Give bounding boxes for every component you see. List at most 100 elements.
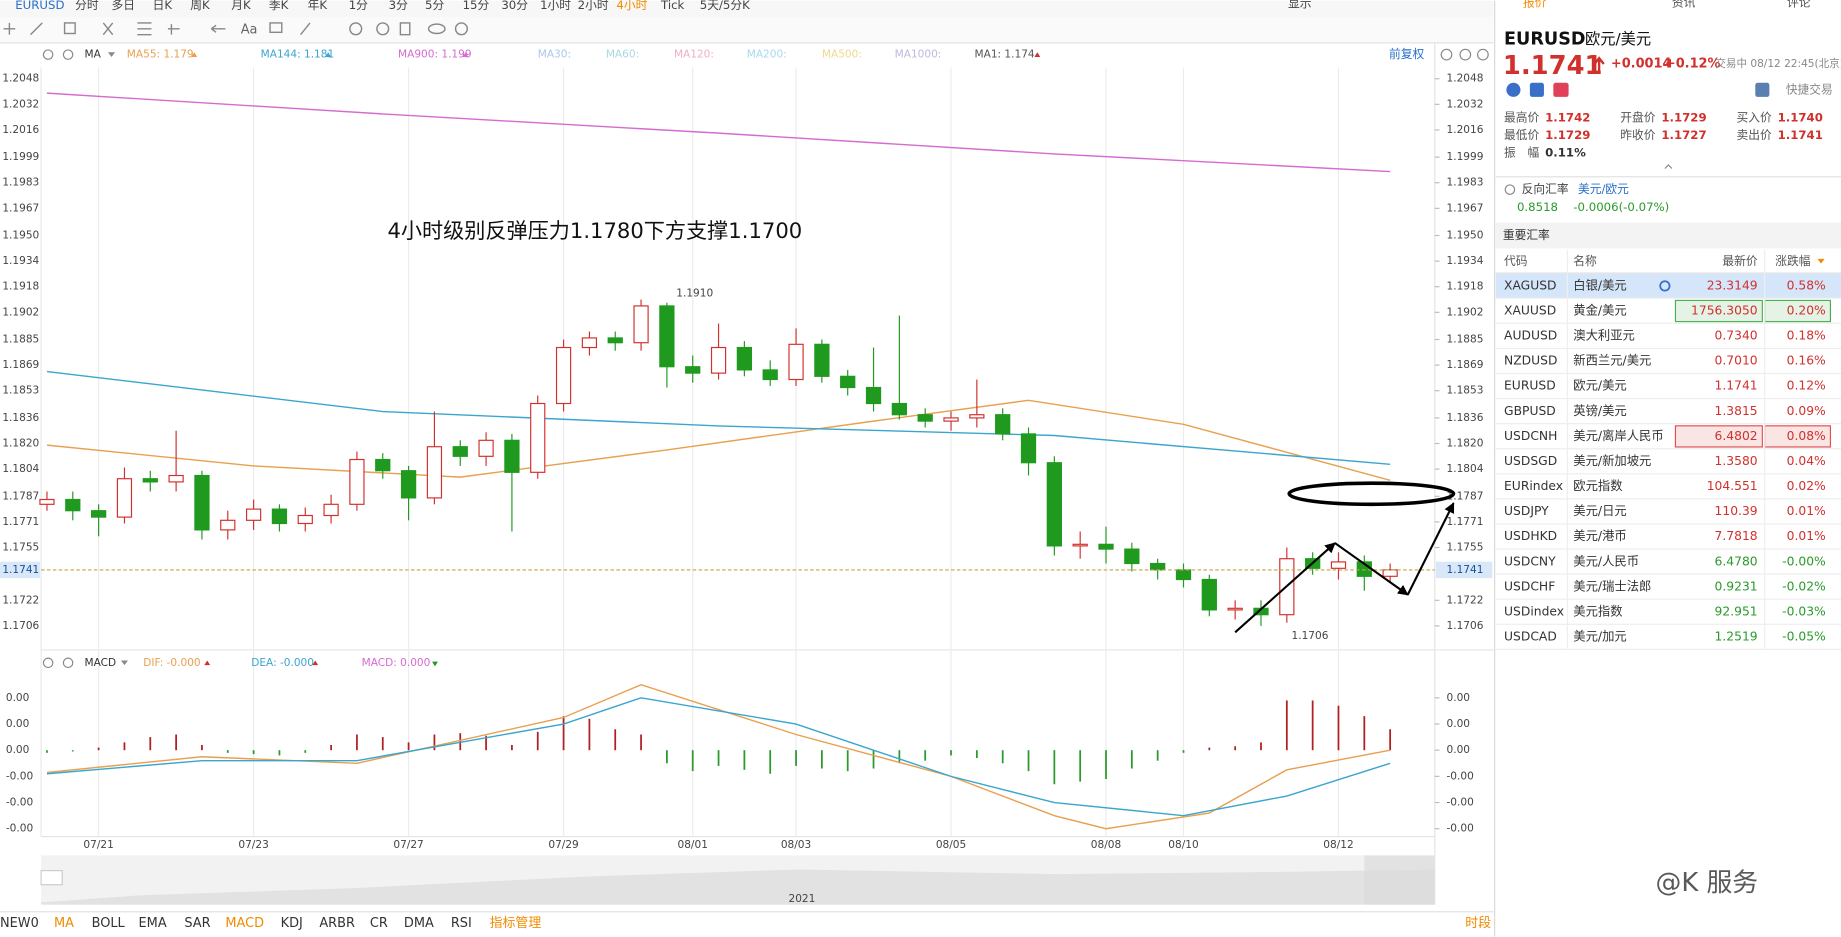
indicator-tab[interactable]: BOLL (92, 916, 126, 931)
row-code[interactable]: NZDUSD (1504, 354, 1557, 368)
period-tab[interactable]: 周K (190, 0, 210, 12)
fib-tool[interactable] (102, 22, 114, 36)
collapse[interactable] (1664, 164, 1673, 169)
indicator-tab[interactable]: EMA (139, 916, 167, 931)
period-tab[interactable]: 5分 (425, 0, 444, 12)
row-name[interactable]: 美元/日元 (1573, 504, 1626, 518)
pane-button[interactable] (1440, 48, 1453, 61)
indicator-tab[interactable]: NEW0 (0, 916, 39, 931)
row-code[interactable]: AUDUSD (1504, 329, 1557, 343)
panel-tab[interactable]: 评论 (1787, 0, 1811, 9)
row-name[interactable]: 黄金/美元 (1573, 303, 1626, 318)
delete-tool[interactable] (399, 22, 411, 36)
close-icon[interactable] (62, 657, 74, 669)
row-name[interactable]: 美元/人民币 (1573, 554, 1639, 568)
row-code[interactable]: GBPUSD (1504, 404, 1556, 418)
period-tab[interactable]: 多日 (112, 0, 135, 12)
column-header[interactable]: 代码 (1504, 254, 1528, 268)
indicator-manage[interactable]: 指标管理 (490, 916, 542, 931)
indicator-tab[interactable]: RSI (451, 916, 472, 931)
rect-tool[interactable] (63, 22, 76, 35)
settings-icon[interactable] (42, 657, 54, 669)
row-icon[interactable] (1659, 280, 1671, 292)
column-header[interactable]: 最新价 (1722, 254, 1757, 268)
icon[interactable] (1755, 82, 1770, 97)
period-tab[interactable]: 4小时 (616, 0, 647, 12)
timeline-window[interactable] (1364, 855, 1435, 905)
close-icon[interactable] (62, 49, 74, 60)
column-header[interactable]: 名称 (1573, 254, 1597, 268)
timeline-handle[interactable] (40, 870, 63, 886)
note-tool[interactable] (269, 22, 283, 34)
row-name[interactable]: 欧元指数 (1573, 478, 1622, 493)
pane-button[interactable] (1459, 48, 1472, 61)
period-tab[interactable]: 日K (153, 0, 173, 12)
settings-tool[interactable] (454, 22, 468, 36)
settings-icon[interactable] (42, 49, 54, 60)
row-code[interactable]: XAGUSD (1504, 278, 1557, 292)
period-tab[interactable]: Tick (660, 0, 685, 12)
row-code[interactable]: USDHKD (1504, 529, 1557, 543)
column-header[interactable]: 涨跌幅 (1775, 254, 1810, 268)
panel-tab[interactable]: 报价 (1523, 0, 1547, 9)
row-code[interactable]: XAUUSD (1504, 304, 1556, 318)
undo-tool[interactable] (210, 24, 226, 33)
row-code[interactable]: USDCHF (1504, 579, 1555, 593)
period-tab[interactable]: 月K (231, 0, 251, 12)
row-code[interactable]: USDCNH (1504, 429, 1557, 443)
row-code[interactable]: USDCAD (1504, 630, 1557, 644)
pen-tool[interactable] (300, 22, 311, 36)
indicator-tab[interactable]: CR (370, 916, 388, 931)
row-code[interactable]: EURUSD (1504, 379, 1556, 393)
period-tab[interactable]: 年K (308, 0, 328, 12)
indicator-tab[interactable]: MACD (225, 916, 264, 931)
font-button[interactable]: Aa (241, 22, 258, 37)
row-name[interactable]: 美元/离岸人民币 (1573, 428, 1663, 443)
row-code[interactable]: USDSGD (1504, 454, 1557, 468)
row-name[interactable]: 澳大利亚元 (1573, 329, 1635, 343)
period-tab[interactable]: 1分 (349, 0, 368, 12)
period-tab[interactable]: 分时 (75, 0, 99, 12)
row-name[interactable]: 欧元/美元 (1573, 379, 1626, 393)
row-name[interactable]: 美元/加元 (1573, 630, 1626, 644)
indicator-tab[interactable]: DMA (404, 916, 434, 931)
row-name[interactable]: 新西兰元/美元 (1573, 353, 1651, 368)
measure-tool[interactable] (167, 24, 180, 35)
row-code[interactable]: EURindex (1504, 479, 1563, 493)
row-code[interactable]: USDJPY (1504, 504, 1549, 518)
cross-tool[interactable] (3, 22, 16, 35)
row-name[interactable]: 英镑/美元 (1573, 403, 1626, 418)
indicator-name[interactable]: MA (85, 49, 102, 61)
period-tab[interactable]: 30分 (501, 0, 528, 12)
dropdown[interactable] (120, 660, 128, 666)
row-name[interactable]: 美元/新加坡元 (1573, 453, 1651, 468)
pane-button[interactable] (1477, 48, 1489, 61)
session-button[interactable]: 时段 (1465, 916, 1491, 931)
row-name[interactable]: 美元/港币 (1573, 529, 1626, 543)
indicator-tab[interactable]: KDJ (281, 916, 303, 931)
period-tab[interactable]: 1小时 (540, 0, 571, 12)
icon[interactable] (1529, 82, 1544, 97)
period-tab[interactable]: 2小时 (578, 0, 609, 12)
line-tool[interactable] (30, 22, 43, 36)
adjust-button[interactable]: 前复权 (1389, 47, 1424, 61)
indicator-name[interactable]: MACD (85, 657, 117, 669)
icon[interactable] (1553, 82, 1569, 97)
eye-tool[interactable] (427, 23, 446, 35)
indicator-tab[interactable]: MA (54, 916, 74, 931)
row-name[interactable]: 美元指数 (1573, 603, 1622, 618)
period-tab[interactable]: 季K (269, 0, 289, 12)
row-code[interactable]: USDindex (1504, 604, 1564, 618)
row-code[interactable]: USDCNY (1504, 554, 1556, 568)
row-name[interactable]: 白银/美元 (1573, 277, 1626, 292)
display-button[interactable]: 显示 (1288, 0, 1312, 11)
period-tab[interactable]: 15分 (463, 0, 490, 12)
indicator-tab[interactable]: SAR (184, 916, 210, 931)
lock-tool[interactable] (376, 22, 390, 36)
period-tab[interactable]: 5天/5分K (700, 0, 750, 12)
row-name[interactable]: 美元/瑞士法郎 (1573, 579, 1651, 593)
channel-tool[interactable] (137, 22, 152, 36)
indicator-tab[interactable]: ARBR (319, 916, 355, 931)
drawing-tools[interactable] (3, 22, 468, 36)
icon[interactable] (1506, 82, 1521, 97)
